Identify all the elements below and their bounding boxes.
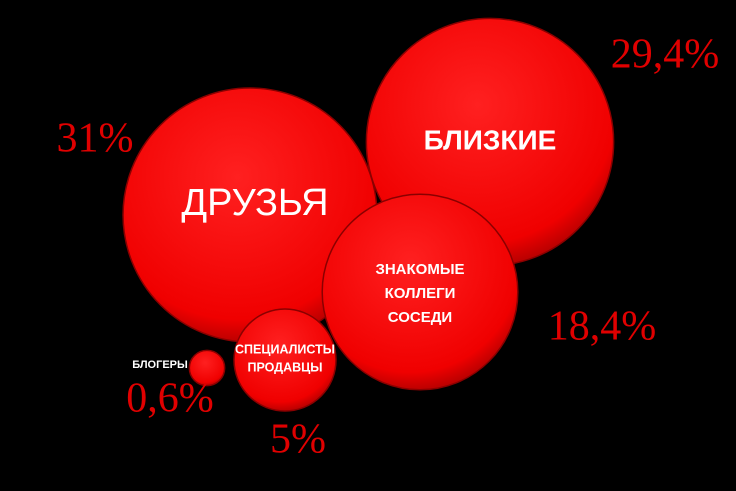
bubble-label: КОЛЛЕГИ [385, 285, 456, 302]
bubble [188, 349, 226, 387]
value-label: 18,4% [548, 304, 657, 350]
bubble-label: ПРОДАВЦЫ [247, 360, 322, 374]
bubble [233, 308, 337, 412]
value-label: 31% [57, 116, 134, 162]
bubble-label: ДРУЗЬЯ [181, 182, 328, 224]
bubble [321, 193, 519, 391]
value-label: 0,6% [126, 376, 214, 422]
value-label: 5% [270, 417, 326, 463]
bubble-label: ЗНАКОМЫЕ [375, 261, 464, 278]
bubble-label: БЛИЗКИЕ [424, 124, 557, 155]
bubble-label: СОСЕДИ [388, 309, 452, 326]
value-label: 29,4% [611, 32, 720, 78]
bubble-label: БЛОГЕРЫ [132, 359, 188, 371]
bubble-label: СПЕЦИАЛИСТЫ [235, 342, 335, 356]
